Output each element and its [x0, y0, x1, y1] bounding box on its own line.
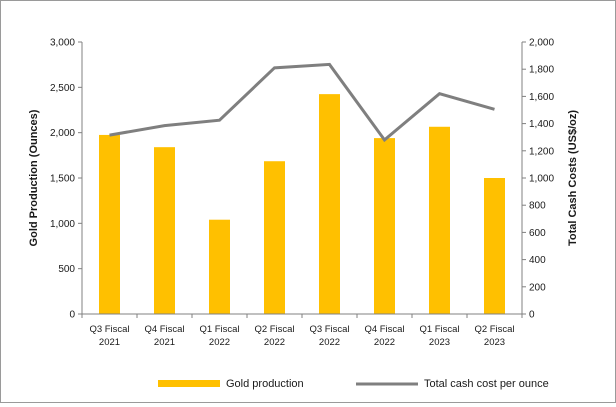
bar-gold-production-7 — [484, 178, 505, 314]
bar-gold-production-6 — [429, 127, 450, 314]
x-tick-label-6: Q1 Fiscal 2023 — [419, 324, 459, 348]
x-tick-label-line: 2023 — [484, 337, 505, 348]
x-tick-label-line: Q3 Fiscal — [89, 324, 129, 335]
y2-tick-label-3: 600 — [529, 228, 546, 239]
x-tick-label-line: 2022 — [319, 337, 340, 348]
x-tick-label-line: 2021 — [99, 337, 120, 348]
y-tick-label-2: 1,000 — [50, 219, 75, 230]
bar-gold-production-5 — [374, 138, 395, 314]
x-tick-label-line: Q2 Fiscal — [254, 324, 294, 335]
y2-axis-title: Total Cash Costs (US$/oz) — [567, 110, 579, 246]
ticks-group: 0 500 1,000 1,500 2,000 2,500 3,000 0 200 400 600 8… — [50, 38, 554, 349]
y-tick-label-5: 2,500 — [50, 83, 75, 94]
y2-tick-label-0: 0 — [529, 310, 535, 321]
y-axis-title: Gold Production (Ounces) — [28, 109, 40, 246]
x-tick-label-3: Q2 Fiscal 2022 — [254, 324, 294, 348]
bar-gold-production-0 — [99, 135, 120, 314]
bar-gold-production-3 — [264, 161, 285, 314]
x-tick-label-line: Q1 Fiscal — [199, 324, 239, 335]
x-tick-label-0: Q3 Fiscal 2021 — [89, 324, 129, 348]
y-tick-label-6: 3,000 — [50, 38, 75, 49]
legend-label-gold-production: Gold production — [226, 378, 304, 390]
x-tick-label-line: 2022 — [374, 337, 395, 348]
y2-tick-label-10: 2,000 — [529, 38, 554, 49]
y2-tick-label-2: 400 — [529, 255, 546, 266]
x-tick-label-line: Q3 Fiscal — [309, 324, 349, 335]
legend: Gold production Total cash cost per ounc… — [158, 378, 549, 390]
x-tick-label-line: Q1 Fiscal — [419, 324, 459, 335]
x-tick-label-line: 2023 — [429, 337, 450, 348]
legend-label-cash-cost: Total cash cost per ounce — [424, 378, 549, 390]
x-tick-label-4: Q3 Fiscal 2022 — [309, 324, 349, 348]
y-tick-label-0: 0 — [69, 310, 75, 321]
y2-tick-label-9: 1,800 — [529, 65, 554, 76]
bar-gold-production-4 — [319, 94, 340, 314]
legend-swatch-gold-production — [158, 380, 220, 387]
x-tick-label-line: 2022 — [264, 337, 285, 348]
x-tick-label-line: Q4 Fiscal — [364, 324, 404, 335]
y2-tick-label-6: 1,200 — [529, 146, 554, 157]
x-tick-label-2: Q1 Fiscal 2022 — [199, 324, 239, 348]
x-tick-label-7: Q2 Fiscal 2023 — [474, 324, 514, 348]
x-tick-label-line: Q4 Fiscal — [144, 324, 184, 335]
y-tick-label-4: 2,000 — [50, 128, 75, 139]
x-tick-label-1: Q4 Fiscal 2021 — [144, 324, 184, 348]
y-tick-label-3: 1,500 — [50, 174, 75, 185]
y2-tick-label-4: 800 — [529, 201, 546, 212]
bar-gold-production-2 — [209, 220, 230, 314]
x-tick-label-line: 2022 — [209, 337, 230, 348]
y2-tick-label-5: 1,000 — [529, 174, 554, 185]
x-tick-label-line: 2021 — [154, 337, 175, 348]
x-tick-label-5: Q4 Fiscal 2022 — [364, 324, 404, 348]
bar-gold-production-1 — [154, 147, 175, 314]
x-tick-label-line: Q2 Fiscal — [474, 324, 514, 335]
y-tick-label-1: 500 — [58, 264, 75, 275]
y2-tick-label-1: 200 — [529, 282, 546, 293]
y2-tick-label-7: 1,400 — [529, 119, 554, 130]
y2-tick-label-8: 1,600 — [529, 92, 554, 103]
axes-group — [78, 42, 526, 318]
